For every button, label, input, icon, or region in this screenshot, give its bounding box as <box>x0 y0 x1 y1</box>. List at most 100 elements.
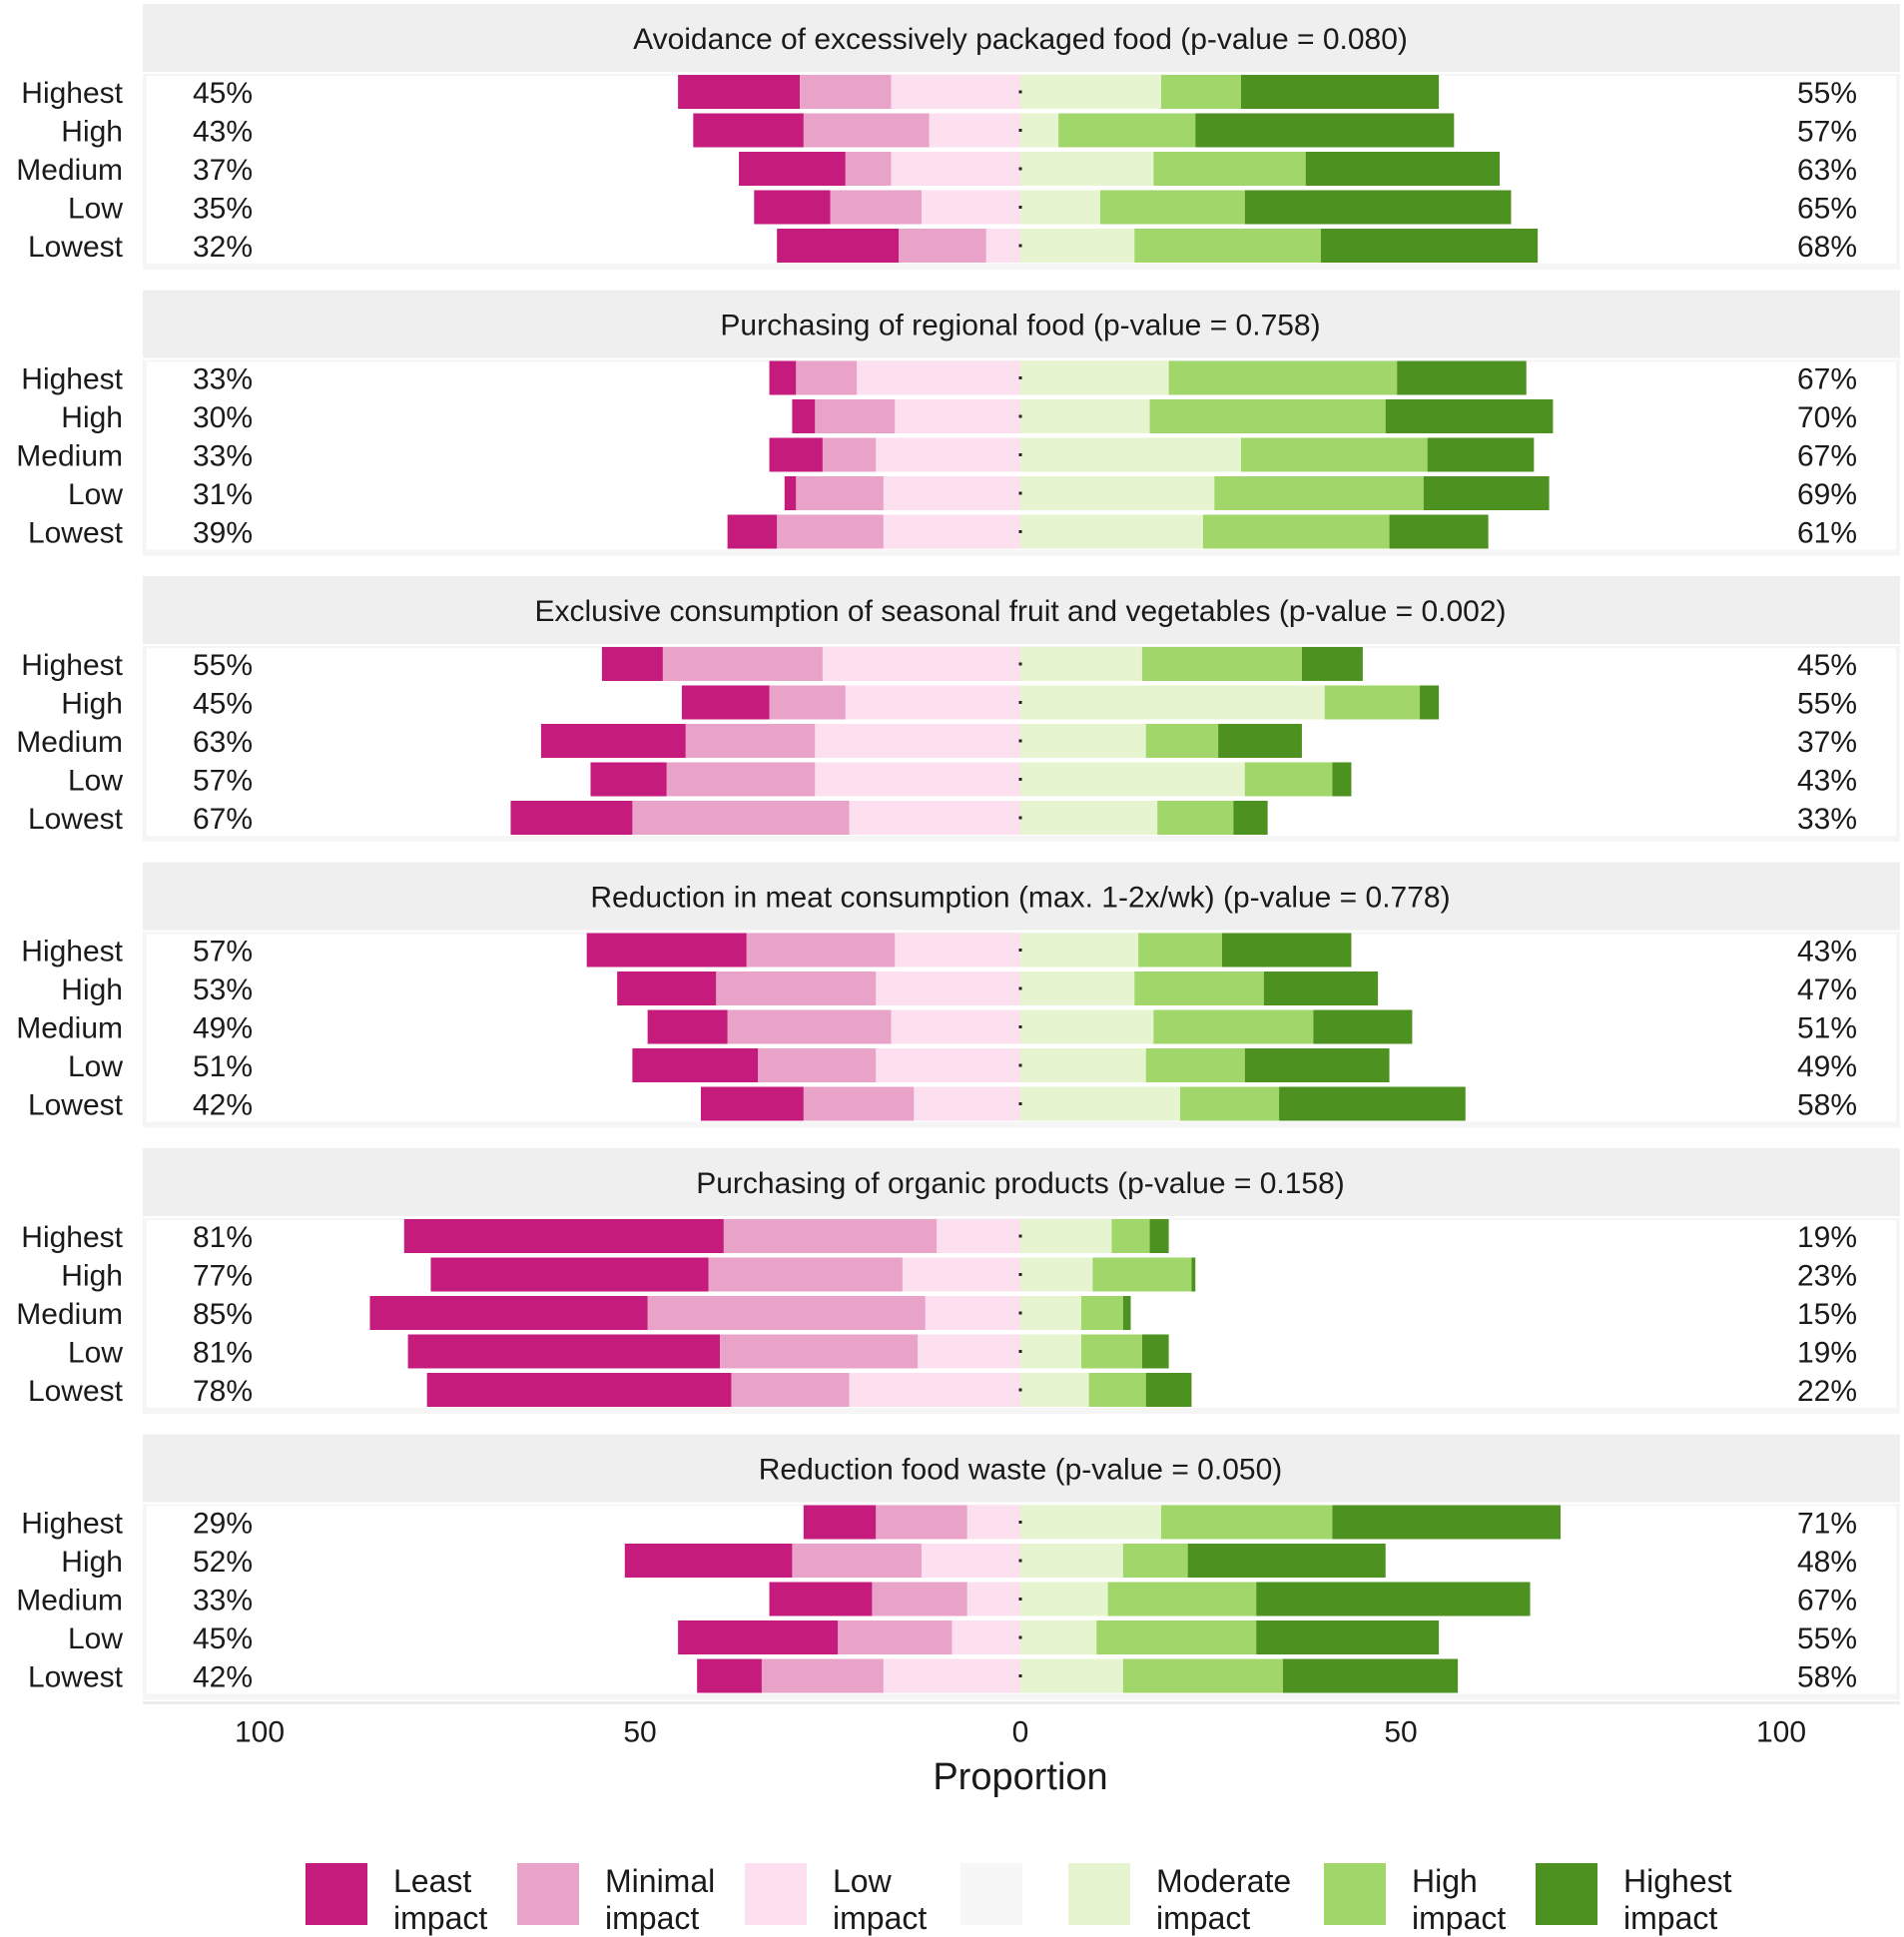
bar-segment-minimal <box>792 1544 922 1578</box>
left-percent-label: 42% <box>193 1089 253 1122</box>
zero-marker <box>1018 1350 1022 1353</box>
bar-segment-minimal <box>899 229 986 263</box>
zero-marker <box>1018 739 1022 743</box>
bar-segment-minimal <box>685 724 816 758</box>
bar-segment-minimal <box>815 399 896 433</box>
left-percent-label: 78% <box>193 1375 253 1408</box>
bar-segment-high <box>1122 1544 1188 1578</box>
zero-marker <box>1018 986 1022 990</box>
bar-segment-low <box>902 1257 1020 1292</box>
bar-segment-highest <box>1420 685 1440 720</box>
bar-row-highest: Highest 57% 43% <box>21 933 1857 968</box>
bar-segment-high <box>1160 75 1241 109</box>
right-percent-label: 58% <box>1797 1661 1857 1694</box>
bar-segment-highest <box>1313 1009 1413 1044</box>
x-tick-label: 0 <box>1012 1716 1029 1749</box>
legend-label-line1: Least <box>393 1863 471 1899</box>
bar-segment-low <box>849 801 1020 835</box>
panel-strip <box>143 1434 1900 1503</box>
bar-segment-minimal <box>796 476 884 510</box>
panel-title: Purchasing of organic products (p-value … <box>696 1167 1345 1200</box>
row-label: Highest <box>21 1221 123 1254</box>
bar-segment-moderate <box>1020 1544 1123 1578</box>
bar-segment-low <box>985 229 1020 263</box>
bar-segment-minimal <box>777 514 884 549</box>
right-percent-label: 68% <box>1797 231 1857 264</box>
left-percent-label: 31% <box>193 478 253 511</box>
legend-label-line2: impact <box>1412 1900 1506 1936</box>
bar-row-medium: Medium 49% 51% <box>16 1009 1857 1045</box>
bar-row-lowest: Lowest 39% 61% <box>28 514 1857 550</box>
left-percent-label: 81% <box>193 1221 253 1254</box>
bar-segment-low <box>845 685 1020 720</box>
bar-segment-low <box>921 190 1020 225</box>
bar-segment-high <box>1134 971 1264 1005</box>
row-label: High <box>61 1546 123 1579</box>
right-percent-label: 43% <box>1797 936 1857 968</box>
row-label: Medium <box>16 440 123 473</box>
left-percent-label: 45% <box>193 688 253 721</box>
bar-segment-high <box>1180 1086 1280 1121</box>
legend-item-neutral <box>960 1863 1022 1925</box>
zero-marker <box>1018 376 1022 379</box>
bar-segment-minimal <box>716 971 877 1005</box>
bar-segment-high <box>1324 685 1421 720</box>
right-percent-label: 33% <box>1797 803 1857 836</box>
panel-2: Purchasing of regional food (p-value = 0… <box>16 290 1900 556</box>
bar-segment-minimal <box>845 152 892 186</box>
bar-segment-highest <box>1320 229 1539 263</box>
right-percent-label: 43% <box>1797 765 1857 798</box>
bar-segment-minimal <box>803 1086 915 1121</box>
bar-segment-least <box>803 1505 877 1540</box>
bar-row-high: High 30% 70% <box>61 399 1857 434</box>
bar-segment-moderate <box>1020 1582 1108 1616</box>
bar-row-medium: Medium 37% 63% <box>16 152 1857 187</box>
bar-segment-low <box>876 1048 1020 1082</box>
right-percent-label: 71% <box>1797 1508 1857 1541</box>
bar-segment-low <box>876 971 1020 1005</box>
bar-segment-highest <box>1244 1048 1390 1082</box>
zero-marker <box>1018 1273 1022 1276</box>
legend-swatch <box>517 1863 579 1925</box>
bar-segment-low <box>876 437 1020 472</box>
left-percent-label: 30% <box>193 401 253 434</box>
bar-segment-highest <box>1195 113 1455 148</box>
bar-segment-least <box>700 1086 804 1121</box>
bar-segment-low <box>914 1086 1020 1121</box>
x-tick-label: 50 <box>623 1716 656 1749</box>
row-label: High <box>61 688 123 721</box>
right-percent-label: 48% <box>1797 1546 1857 1579</box>
bar-segment-low <box>929 113 1020 148</box>
bar-segment-moderate <box>1020 1620 1097 1654</box>
panel-strip <box>143 862 1900 931</box>
legend-swatch <box>1324 1863 1386 1925</box>
bar-segment-moderate <box>1020 152 1154 186</box>
x-axis: 100 50 0 50 100 <box>143 1701 1900 1749</box>
right-percent-label: 37% <box>1797 726 1857 759</box>
bar-segment-minimal <box>872 1582 967 1616</box>
zero-marker <box>1018 167 1022 171</box>
legend: LeastimpactMinimalimpactLowimpactModerat… <box>306 1863 1732 1936</box>
panel-title: Purchasing of regional food (p-value = 0… <box>720 310 1320 342</box>
bar-segment-highest <box>1397 360 1527 395</box>
bar-segment-high <box>1096 1620 1257 1654</box>
bar-segment-least <box>784 476 797 510</box>
bar-segment-moderate <box>1020 801 1158 835</box>
bar-segment-moderate <box>1020 1257 1093 1292</box>
bar-segment-highest <box>1305 152 1501 186</box>
legend-swatch <box>1536 1863 1597 1925</box>
bar-row-high: High 77% 23% <box>61 1257 1857 1293</box>
bar-row-high: High 53% 47% <box>61 971 1857 1006</box>
bar-segment-highest <box>1279 1086 1466 1121</box>
bar-segment-high <box>1058 113 1196 148</box>
bar-segment-moderate <box>1020 762 1245 797</box>
row-label: Medium <box>16 154 123 187</box>
bar-segment-moderate <box>1020 113 1059 148</box>
right-percent-label: 47% <box>1797 973 1857 1006</box>
x-tick-label: 50 <box>1384 1716 1417 1749</box>
bar-segment-minimal <box>632 801 850 835</box>
panel-3: Exclusive consumption of seasonal fruit … <box>16 576 1900 842</box>
left-percent-label: 37% <box>193 154 253 187</box>
bar-segment-high <box>1160 1505 1333 1540</box>
row-label: Low <box>68 478 123 511</box>
